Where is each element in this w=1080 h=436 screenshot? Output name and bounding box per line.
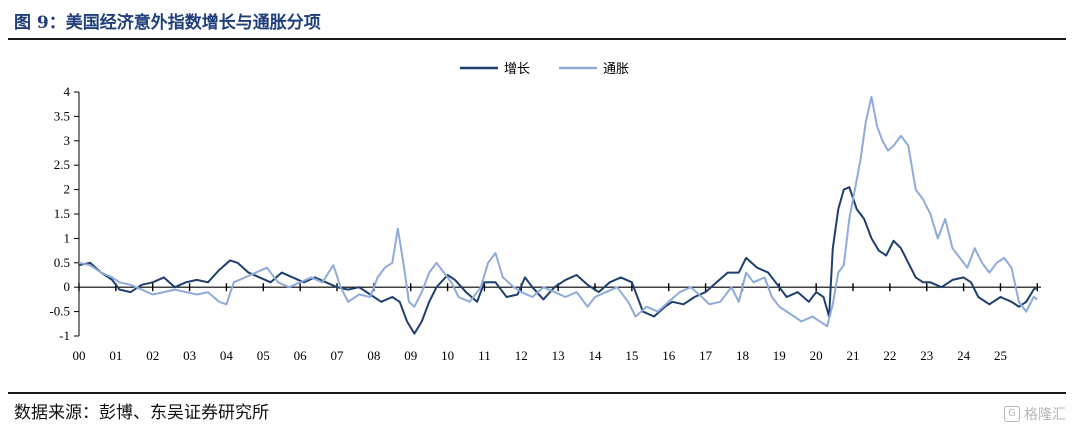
- y-tick-label: 2.5: [54, 157, 70, 172]
- x-tick-label: 23: [920, 348, 933, 363]
- x-tick-label: 11: [478, 348, 491, 363]
- y-tick-label: 3: [64, 133, 71, 148]
- x-tick-label: 01: [109, 348, 122, 363]
- line-chart: 增长 通胀 -1 -0.5 0 0.5 1 1.5 2 2.5 3 3.5 4 00 01 02 03 04 05…: [49, 62, 1041, 363]
- x-tick-label: 17: [699, 348, 713, 363]
- x-tick-label: 18: [736, 348, 749, 363]
- legend-label-growth: 增长: [504, 62, 530, 77]
- x-tick-label: 03: [183, 348, 196, 363]
- chart-legend: 增长 通胀: [460, 62, 629, 77]
- x-tick-label: 13: [552, 348, 565, 363]
- y-tick-label: 4: [64, 84, 71, 99]
- x-tick-label: 00: [73, 348, 86, 363]
- watermark: G 格隆汇: [1004, 404, 1066, 424]
- series-line-growth: [78, 186, 1038, 335]
- x-tick-label: 05: [257, 348, 270, 363]
- x-tick-label: 16: [662, 348, 676, 363]
- series-line-inflation: [78, 95, 1038, 328]
- y-tick-label: -0.5: [49, 304, 70, 319]
- y-tick-label: 3.5: [54, 108, 70, 123]
- y-tick-label: 2: [64, 182, 71, 197]
- figure-title: 图 9：美国经济意外指数增长与通胀分项: [14, 13, 321, 33]
- chart-axes: -1 -0.5 0 0.5 1 1.5 2 2.5 3 3.5 4 00 01 02 03 04 05 06 07 0…: [49, 84, 1041, 363]
- x-tick-label: 20: [810, 348, 823, 363]
- x-tick-label: 14: [589, 348, 603, 363]
- x-tick-label: 24: [957, 348, 971, 363]
- x-tick-label: 08: [367, 348, 380, 363]
- x-tick-label: 25: [994, 348, 1007, 363]
- x-tick-label: 04: [220, 348, 234, 363]
- bottom-rule: [8, 392, 1066, 394]
- x-tick-label: 10: [441, 348, 454, 363]
- chart-series: [78, 95, 1038, 335]
- x-tick-label: 09: [404, 348, 417, 363]
- y-tick-label: 1: [64, 230, 71, 245]
- x-tick-label: 12: [515, 348, 528, 363]
- top-rule: [8, 38, 1066, 40]
- x-tick-label: 22: [883, 348, 896, 363]
- y-tick-label: 0: [64, 279, 71, 294]
- y-tick-label: 0.5: [54, 255, 70, 270]
- watermark-text: 格隆汇: [1024, 407, 1066, 423]
- x-tick-label: 07: [331, 348, 345, 363]
- y-tick-label: 1.5: [54, 206, 70, 221]
- x-tick-label: 15: [625, 348, 638, 363]
- x-tick-label: 06: [294, 348, 308, 363]
- data-source-note: 数据来源：彭博、东吴证券研究所: [14, 403, 269, 423]
- x-tick-label: 21: [847, 348, 860, 363]
- legend-label-inflation: 通胀: [603, 62, 629, 77]
- y-tick-label: -1: [59, 328, 70, 343]
- x-tick-label: 02: [146, 348, 159, 363]
- watermark-logo-icon: G: [1004, 406, 1020, 422]
- x-tick-label: 19: [773, 348, 786, 363]
